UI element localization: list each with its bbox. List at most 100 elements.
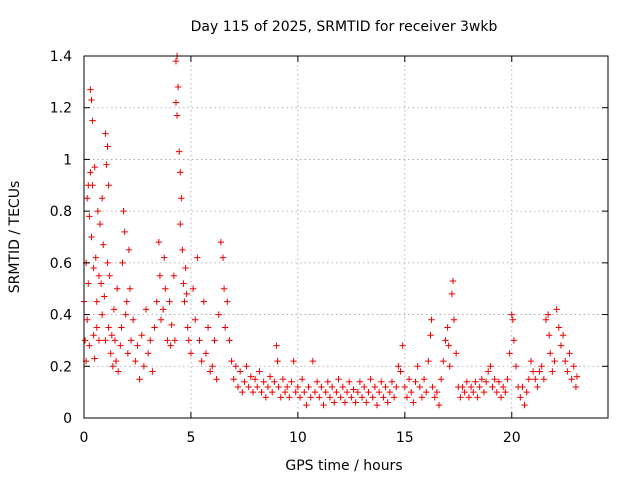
data-point	[134, 342, 141, 349]
data-point	[118, 324, 125, 331]
data-point	[90, 264, 97, 272]
data-point	[232, 363, 240, 370]
data-point	[88, 233, 95, 241]
data-point	[136, 376, 143, 383]
data-point	[120, 207, 127, 215]
data-point	[378, 378, 385, 385]
data-point	[220, 285, 228, 292]
data-point	[305, 383, 312, 391]
data-point	[288, 378, 295, 385]
data-point	[449, 277, 457, 285]
data-point	[557, 342, 565, 349]
data-point	[149, 368, 156, 375]
data-point	[290, 357, 297, 365]
data-point	[92, 254, 99, 261]
data-point	[322, 388, 329, 396]
data-point	[132, 357, 139, 365]
data-point	[414, 363, 421, 370]
data-point	[196, 337, 203, 344]
data-point	[202, 350, 210, 357]
data-point	[273, 342, 280, 349]
data-point	[405, 376, 413, 383]
data-point	[457, 394, 464, 401]
data-point	[124, 350, 132, 357]
data-point	[363, 399, 370, 406]
data-point	[544, 311, 552, 318]
data-point	[164, 337, 171, 344]
data-point	[311, 388, 319, 396]
data-point	[175, 148, 183, 155]
data-point	[408, 388, 415, 396]
data-point	[553, 306, 560, 313]
data-point	[301, 388, 308, 396]
data-point	[140, 363, 148, 370]
data-point	[373, 401, 381, 409]
data-point	[93, 324, 101, 331]
data-point	[269, 388, 276, 396]
data-point	[117, 342, 124, 349]
data-point	[316, 394, 323, 401]
data-point	[459, 383, 466, 391]
data-point	[178, 195, 185, 202]
data-point	[170, 272, 178, 279]
data-point	[115, 368, 122, 375]
data-point	[111, 337, 119, 344]
data-point	[213, 376, 220, 383]
data-point	[106, 272, 113, 279]
axis-ticks: 0 5 10 15 20 0 0.2 0.4 0.6 0.8 1 1.2 1.4	[50, 49, 608, 446]
data-point	[555, 324, 563, 331]
data-point	[476, 383, 483, 391]
data-point	[224, 298, 231, 305]
data-point	[211, 337, 218, 344]
data-point	[519, 383, 526, 391]
data-point	[540, 376, 548, 383]
data-point	[542, 316, 550, 323]
data-point	[489, 383, 496, 391]
data-point	[495, 378, 503, 385]
data-point	[177, 169, 184, 176]
data-point	[365, 388, 372, 396]
y-tick-label: 1.4	[50, 49, 72, 65]
data-point	[491, 376, 498, 383]
data-point	[87, 169, 94, 176]
data-point	[177, 220, 184, 228]
data-point	[198, 357, 205, 365]
data-point	[279, 376, 287, 383]
data-point	[126, 285, 134, 292]
data-point	[506, 350, 513, 357]
data-point	[239, 388, 246, 396]
data-point	[428, 316, 435, 323]
data-point	[437, 376, 445, 383]
data-point	[256, 368, 263, 375]
data-point	[482, 378, 490, 385]
data-point	[87, 86, 94, 93]
data-point	[159, 306, 167, 313]
data-point	[450, 316, 458, 323]
data-point	[84, 316, 91, 323]
data-point	[85, 280, 92, 287]
data-point	[298, 376, 306, 383]
data-point	[91, 163, 98, 171]
data-point	[161, 254, 168, 261]
data-point	[243, 363, 250, 370]
data-point	[425, 357, 432, 365]
data-point	[549, 368, 556, 375]
data-point	[234, 383, 242, 391]
y-tick-label: 0.6	[50, 256, 72, 272]
data-point	[182, 264, 189, 272]
data-point	[452, 350, 460, 357]
data-point	[112, 357, 120, 365]
data-point	[382, 383, 389, 391]
data-point	[215, 311, 222, 318]
data-point	[167, 342, 174, 349]
data-point	[107, 350, 114, 357]
data-point	[277, 394, 284, 401]
data-point	[562, 357, 569, 365]
data-point	[274, 357, 281, 365]
data-point	[184, 324, 191, 331]
data-point	[155, 238, 163, 246]
data-point	[564, 368, 571, 375]
data-point	[480, 388, 488, 396]
data-point	[147, 337, 154, 344]
data-point	[431, 394, 438, 401]
